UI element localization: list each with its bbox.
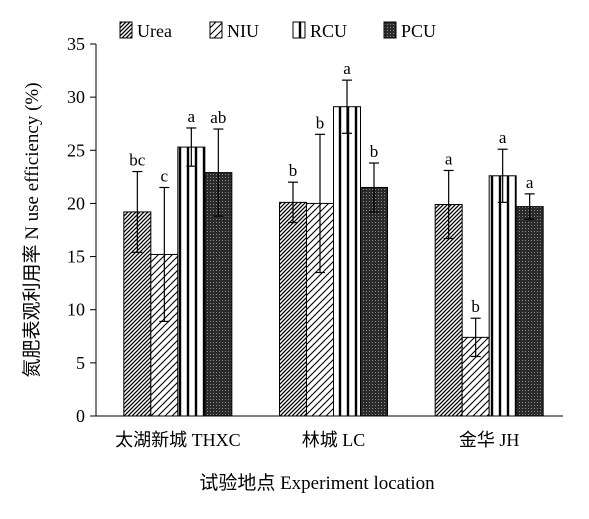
bar-rcu-0: [177, 146, 206, 417]
legend-label-rcu: RCU: [310, 21, 347, 41]
bar-rcu-1: [333, 106, 361, 417]
legend-swatch-pcu: [383, 21, 397, 39]
y-tick-label-25: 25: [67, 140, 85, 160]
significance-letter-niu-0: c: [161, 166, 169, 185]
significance-letter-urea-0: bc: [129, 151, 146, 170]
significance-letter-rcu-0: a: [188, 107, 196, 126]
significance-letter-urea-2: a: [445, 149, 453, 168]
significance-letter-pcu-2: a: [526, 173, 534, 192]
y-tick-label-35: 35: [67, 34, 85, 54]
bar-rcu-2: [488, 175, 517, 417]
legend-swatch-urea: [119, 21, 133, 39]
significance-letter-niu-1: b: [316, 113, 325, 132]
significance-letter-rcu-1: a: [343, 59, 351, 78]
y-ticks: 0 5 10 15 20 25 30 35: [67, 34, 96, 426]
y-tick-label-30: 30: [67, 87, 85, 107]
x-category-labels: 太湖新城 THXC 林城 LC 金华 JH: [115, 430, 519, 450]
significance-letter-urea-1: b: [289, 161, 298, 180]
x-category-label-1: 林城 LC: [302, 430, 366, 450]
legend: Urea NIU RCU PCU: [119, 21, 436, 41]
x-category-label-2: 金华 JH: [459, 430, 520, 450]
legend-label-pcu: PCU: [401, 21, 436, 41]
significance-letter-pcu-0: ab: [210, 108, 226, 127]
y-axis-title: 氮肥表观利用率 N use efficiency (%): [21, 82, 43, 377]
y-tick-label-15: 15: [67, 247, 85, 267]
significance-letter-pcu-1: b: [370, 142, 379, 161]
legend-item-rcu: RCU: [292, 21, 347, 41]
bar-pcu-2: [515, 206, 544, 417]
bar-urea-1: [279, 201, 307, 417]
legend-item-urea: Urea: [119, 21, 172, 41]
y-tick-label-20: 20: [67, 193, 85, 213]
bars-layer: [123, 106, 544, 417]
legend-label-niu: NIU: [227, 21, 259, 41]
legend-item-niu: NIU: [209, 21, 259, 41]
y-tick-label-0: 0: [76, 406, 85, 426]
legend-label-urea: Urea: [137, 21, 172, 41]
y-tick-label-10: 10: [67, 300, 85, 320]
significance-letter-rcu-2: a: [499, 128, 507, 147]
x-category-label-0: 太湖新城 THXC: [115, 430, 241, 450]
bar-pcu-1: [360, 186, 388, 417]
error-bars-layer: [132, 79, 535, 358]
legend-item-pcu: PCU: [383, 21, 436, 41]
x-axis-title: 试验地点 Experiment location: [199, 472, 435, 494]
significance-letter-niu-2: b: [471, 297, 480, 316]
legend-swatch-rcu: [292, 21, 306, 39]
y-tick-label-5: 5: [76, 353, 85, 373]
legend-swatch-niu: [209, 21, 223, 39]
